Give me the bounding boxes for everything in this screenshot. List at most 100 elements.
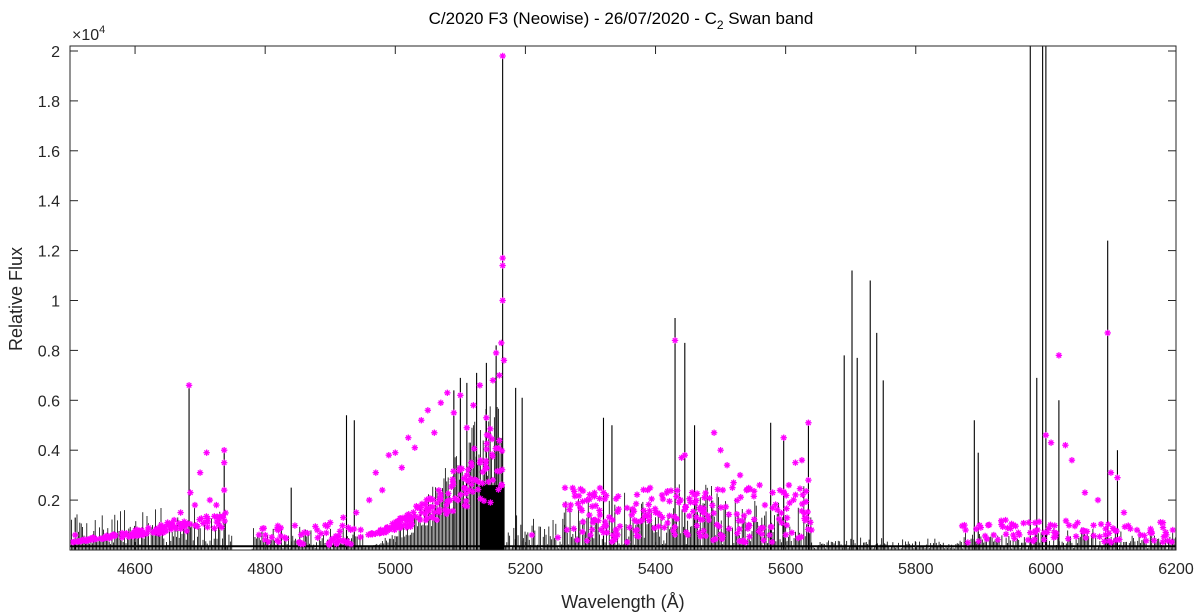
peak-marker	[450, 409, 458, 416]
peak-marker	[206, 496, 214, 504]
peak-marker	[495, 486, 502, 493]
peak-marker	[798, 533, 805, 541]
y-tick-label: 1.4	[38, 194, 60, 211]
peak-marker	[788, 529, 796, 536]
peak-marker	[673, 493, 680, 500]
peak-marker	[433, 499, 441, 507]
peak-marker	[323, 529, 330, 537]
peak-marker	[1052, 533, 1059, 540]
y-tick-label: 0.6	[38, 393, 60, 410]
peak-marker	[709, 502, 716, 509]
peak-marker	[379, 486, 386, 494]
peak-marker	[357, 533, 364, 541]
peak-marker	[1116, 536, 1123, 543]
peak-marker	[710, 429, 718, 436]
peak-marker	[496, 372, 503, 379]
peak-marker	[180, 522, 188, 530]
peak-marker	[405, 521, 413, 529]
peak-marker	[222, 509, 229, 517]
peak-marker	[661, 524, 668, 531]
peak-marker	[1042, 432, 1050, 439]
peak-marker	[735, 517, 743, 524]
peak-marker	[444, 498, 451, 505]
peak-marker	[138, 529, 145, 536]
peak-marker	[1031, 519, 1039, 526]
peak-marker	[213, 501, 220, 509]
y-tick-label: 1.8	[38, 94, 60, 111]
y-tick-label: 2	[51, 44, 60, 61]
peak-marker	[697, 516, 704, 523]
peak-marker	[483, 440, 491, 447]
peak-marker	[418, 500, 426, 508]
peak-marker	[768, 538, 776, 546]
peak-marker	[659, 514, 666, 521]
peak-marker	[79, 536, 87, 544]
peak-marker	[693, 522, 701, 529]
peak-marker	[492, 349, 500, 357]
x-axis: 4600 4800 5000 5200 5400 5600 5800 6000 6200	[117, 46, 1194, 578]
peak-marker	[449, 476, 456, 483]
peak-marker	[499, 52, 506, 60]
peak-marker	[437, 399, 445, 406]
peak-marker	[718, 535, 726, 543]
peak-marker	[714, 486, 721, 493]
peak-marker	[588, 526, 596, 533]
peak-marker	[658, 491, 666, 499]
peak-marker	[652, 509, 659, 516]
y-multiplier: ×104	[72, 24, 105, 44]
peak-marker	[216, 513, 224, 520]
peak-marker	[464, 477, 472, 485]
peak-marker	[590, 491, 598, 499]
peak-marker	[109, 533, 116, 540]
peak-marker	[666, 498, 673, 505]
peak-marker	[372, 469, 379, 476]
peak-marker	[314, 526, 321, 534]
peak-marker	[1114, 474, 1121, 481]
peak-marker	[681, 451, 689, 459]
peak-marker	[445, 490, 452, 497]
peak-marker	[353, 509, 360, 516]
peak-marker	[561, 484, 569, 491]
peak-marker	[790, 496, 797, 504]
peak-marker	[483, 445, 490, 453]
peak-marker	[736, 471, 744, 479]
peak-marker	[479, 480, 486, 487]
peak-marker	[366, 496, 373, 504]
peak-marker	[566, 506, 573, 513]
peak-marker	[725, 525, 733, 532]
peak-marker	[675, 499, 683, 506]
peak-marker	[374, 529, 382, 536]
peak-marker	[457, 491, 464, 498]
peak-marker	[1159, 519, 1167, 526]
peak-marker	[1051, 522, 1058, 529]
peak-marker	[488, 435, 496, 443]
peak-marker	[327, 519, 334, 526]
peak-marker	[498, 482, 505, 489]
peak-marker	[746, 533, 753, 540]
peak-marker	[706, 495, 713, 502]
y-tick-label: 1	[51, 293, 60, 310]
peak-marker	[468, 481, 475, 488]
peak-marker	[1031, 529, 1039, 536]
peak-marker	[961, 521, 968, 529]
peak-marker	[398, 464, 405, 471]
peak-marker	[785, 481, 793, 489]
peak-marker	[1163, 531, 1170, 539]
peak-marker	[177, 509, 184, 516]
peak-marker	[596, 495, 603, 502]
peak-marker	[574, 536, 581, 544]
peak-marker	[579, 528, 586, 536]
peak-marker	[422, 510, 429, 518]
peak-marker	[499, 254, 506, 262]
peak-marker	[719, 486, 726, 494]
peak-marker	[682, 503, 689, 510]
peak-marker	[1010, 531, 1017, 539]
peak-marker	[260, 525, 268, 532]
peak-marker	[457, 392, 464, 399]
peak-marker	[1062, 442, 1069, 449]
x-tick-label: 4600	[117, 561, 153, 578]
peak-marker	[648, 495, 655, 503]
peak-marker	[463, 503, 471, 510]
peak-marker	[717, 446, 724, 454]
peak-marker	[1094, 496, 1102, 504]
